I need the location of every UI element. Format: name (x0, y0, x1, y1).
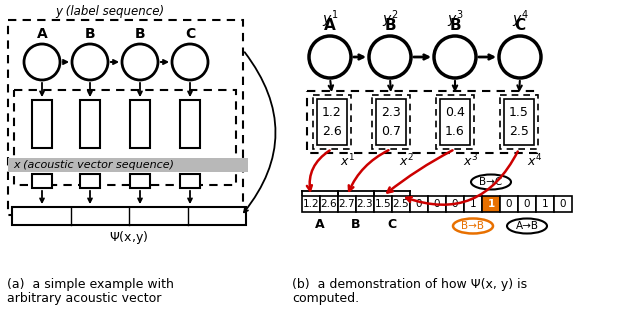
Text: 1: 1 (488, 199, 495, 209)
Text: 1.2: 1.2 (322, 106, 342, 119)
Text: (b)  a demonstration of how Ψ(x, y) is: (b) a demonstration of how Ψ(x, y) is (292, 278, 527, 291)
Text: A: A (36, 27, 47, 41)
Text: 1: 1 (470, 199, 476, 209)
Circle shape (24, 44, 60, 80)
Text: 2.5: 2.5 (509, 125, 529, 138)
Text: (a)  a simple example with: (a) a simple example with (7, 278, 174, 291)
Text: 2.7: 2.7 (339, 199, 355, 209)
Bar (428, 196, 446, 212)
Bar (554, 196, 572, 212)
Text: y (label sequence): y (label sequence) (55, 5, 164, 18)
Text: $y^3$: $y^3$ (447, 8, 463, 30)
Bar (338, 196, 356, 212)
Text: 0: 0 (416, 199, 422, 209)
Bar (80, 174, 100, 188)
Bar (12, 207, 246, 225)
Text: B: B (449, 18, 461, 33)
Bar (372, 95, 410, 149)
Text: $y^1$: $y^1$ (322, 8, 338, 30)
Bar (307, 91, 537, 153)
Bar (180, 100, 200, 148)
Text: B→C: B→C (479, 177, 502, 187)
Bar (130, 100, 150, 148)
Text: 1.5: 1.5 (509, 106, 529, 119)
Bar (482, 196, 500, 212)
Text: $y^2$: $y^2$ (382, 8, 398, 30)
Ellipse shape (453, 218, 493, 233)
Text: 0: 0 (506, 199, 512, 209)
Text: $x^4$: $x^4$ (527, 153, 542, 169)
Bar (14, 90, 236, 185)
Text: C: C (515, 18, 525, 33)
Text: 0.7: 0.7 (381, 125, 401, 138)
Bar (320, 196, 338, 212)
Bar (392, 196, 410, 212)
Text: $x^1$: $x^1$ (340, 153, 355, 169)
Bar (374, 196, 392, 212)
Bar (500, 196, 518, 212)
Bar (440, 99, 470, 145)
Circle shape (122, 44, 158, 80)
Text: 1.5: 1.5 (374, 199, 391, 209)
Text: 0.4: 0.4 (445, 106, 465, 119)
Text: 1.2: 1.2 (303, 199, 319, 209)
Text: A: A (324, 18, 336, 33)
Bar (376, 99, 406, 145)
Text: B: B (351, 218, 361, 231)
Text: 2.5: 2.5 (393, 199, 410, 209)
Ellipse shape (507, 218, 547, 233)
Text: $x^2$: $x^2$ (399, 153, 414, 169)
FancyBboxPatch shape (8, 158, 248, 172)
Bar (317, 99, 347, 145)
Bar (536, 196, 554, 212)
Text: B: B (384, 18, 396, 33)
Text: 0: 0 (434, 199, 440, 209)
Text: 2.3: 2.3 (356, 199, 373, 209)
Circle shape (72, 44, 108, 80)
Text: B: B (84, 27, 95, 41)
Text: B→B: B→B (461, 221, 484, 231)
Circle shape (369, 36, 411, 78)
Text: 2.6: 2.6 (322, 125, 342, 138)
Bar (313, 95, 351, 149)
Circle shape (434, 36, 476, 78)
Text: 0: 0 (524, 199, 531, 209)
Text: 0: 0 (452, 199, 458, 209)
Text: 1: 1 (541, 199, 548, 209)
Text: 2.3: 2.3 (381, 106, 401, 119)
Bar (446, 196, 464, 212)
Text: $x^3$: $x^3$ (463, 153, 478, 169)
Bar (436, 95, 474, 149)
Bar (464, 196, 482, 212)
Text: C: C (185, 27, 195, 41)
Text: A→B: A→B (515, 221, 538, 231)
Text: B: B (134, 27, 145, 41)
Text: $y^4$: $y^4$ (511, 8, 529, 30)
Text: arbitrary acoustic vector: arbitrary acoustic vector (7, 292, 161, 305)
Bar (500, 95, 538, 149)
Bar (504, 99, 534, 145)
Bar (130, 174, 150, 188)
Bar (180, 174, 200, 188)
Circle shape (499, 36, 541, 78)
Text: $\Psi$(x,y): $\Psi$(x,y) (109, 229, 148, 246)
Bar (80, 100, 100, 148)
Bar (356, 196, 374, 212)
Circle shape (309, 36, 351, 78)
Text: A: A (315, 218, 325, 231)
Text: computed.: computed. (292, 292, 359, 305)
Bar (32, 100, 52, 148)
Text: x (acoustic vector sequence): x (acoustic vector sequence) (13, 160, 174, 170)
Circle shape (172, 44, 208, 80)
Ellipse shape (471, 174, 511, 189)
Bar (410, 196, 428, 212)
Text: C: C (387, 218, 397, 231)
Text: 1.6: 1.6 (445, 125, 465, 138)
Bar (8, 20, 243, 215)
Bar (302, 196, 320, 212)
Bar (518, 196, 536, 212)
Bar (32, 174, 52, 188)
Text: 2.6: 2.6 (321, 199, 337, 209)
Text: 0: 0 (560, 199, 566, 209)
